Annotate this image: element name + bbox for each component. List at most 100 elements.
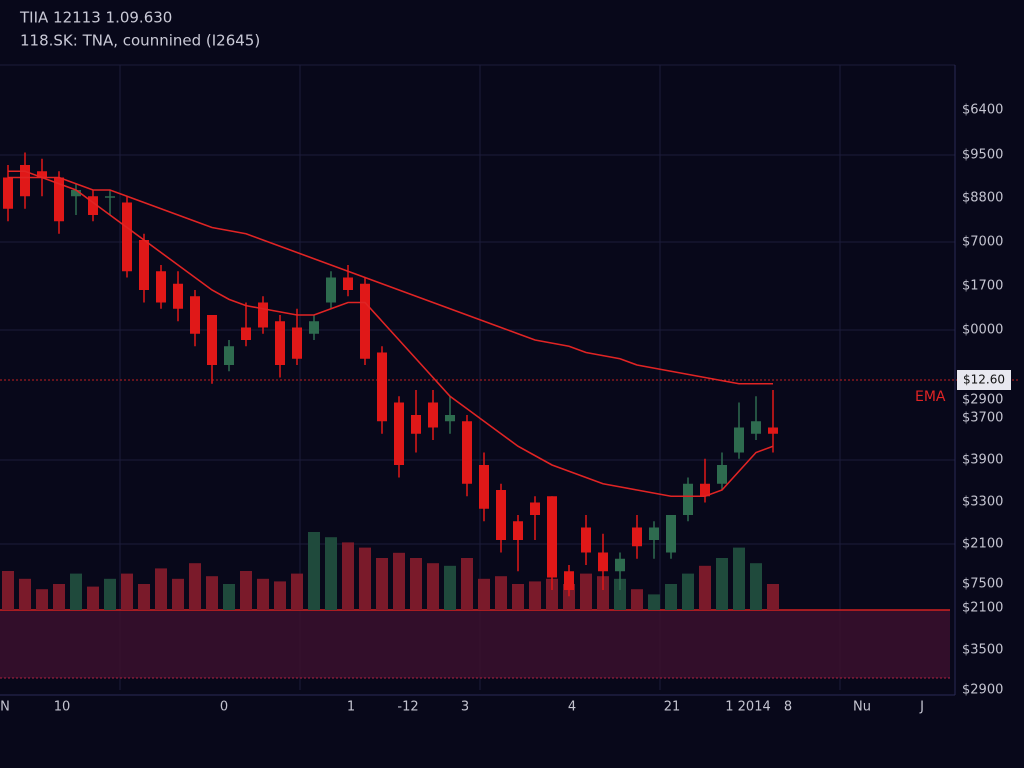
- candle-body: [224, 346, 234, 365]
- candle-body: [411, 415, 421, 434]
- volume-bar: [274, 581, 286, 610]
- volume-bar: [410, 558, 422, 610]
- volume-bar: [342, 542, 354, 610]
- volume-bar: [206, 576, 218, 610]
- candle-body: [309, 321, 319, 334]
- price-axis-label: $7500: [962, 577, 1003, 592]
- volume-bar: [138, 584, 150, 610]
- price-axis-label: $3500: [962, 643, 1003, 658]
- volume-bar: [648, 594, 660, 610]
- volume: [2, 532, 779, 610]
- ema-line: [8, 176, 774, 498]
- volume-bar: [461, 558, 473, 610]
- candle-body: [479, 465, 489, 509]
- volume-bar: [376, 558, 388, 610]
- candle-body: [156, 271, 166, 303]
- candle-body: [292, 327, 302, 359]
- candle-body: [343, 277, 353, 290]
- time-axis-label: 4: [568, 700, 576, 715]
- candle-body: [683, 483, 693, 515]
- candle-body: [632, 527, 642, 547]
- candle-body: [394, 402, 404, 465]
- price-axis-label: $3900: [962, 453, 1003, 468]
- volume-bar: [325, 537, 337, 610]
- indicator-label: EMA: [915, 389, 946, 405]
- time-axis-label: 1: [347, 700, 355, 715]
- volume-bar: [2, 571, 14, 610]
- candle-body: [547, 496, 557, 578]
- candle-body: [207, 315, 217, 365]
- candle-body: [462, 421, 472, 484]
- candle-body: [496, 490, 506, 540]
- ema-line: [8, 170, 773, 385]
- time-axis-label: Nu: [853, 700, 871, 715]
- price-tag: $12.60: [963, 373, 1005, 387]
- candle-body: [190, 296, 200, 334]
- price-axis-label: $1700: [962, 279, 1003, 294]
- volume-bar: [240, 571, 252, 610]
- time-axis-label: 10: [54, 700, 71, 715]
- candle-body: [700, 483, 710, 497]
- candle-body: [258, 302, 268, 328]
- price-axis-label: $3300: [962, 495, 1003, 510]
- volume-bar: [512, 584, 524, 610]
- time-axis-label: J: [919, 700, 924, 715]
- volume-bar: [359, 547, 371, 610]
- title: TIIA 12113 1.09.630: [19, 9, 172, 27]
- candle-body: [54, 177, 64, 222]
- volume-bar: [580, 573, 592, 610]
- volume-bar: [733, 547, 745, 610]
- volume-bar: [614, 578, 626, 610]
- candle-body: [564, 571, 574, 590]
- price-axis-label: $2100: [962, 601, 1003, 616]
- candle-body: [734, 427, 744, 453]
- price-axis-label: $7000: [962, 235, 1003, 250]
- candle-body: [139, 240, 149, 290]
- volume-bar: [121, 573, 133, 610]
- time-axis-label: 8: [784, 700, 792, 715]
- price-axis-label: $6400: [962, 103, 1003, 118]
- candle-body: [666, 515, 676, 553]
- candle-body: [445, 415, 455, 422]
- volume-bar: [716, 558, 728, 610]
- volume-bar: [393, 552, 405, 610]
- subtitle: 118.SK: TNA, counnined (I2645): [20, 32, 260, 50]
- candle-body: [37, 171, 47, 178]
- volume-bar: [529, 581, 541, 610]
- price-tag-box: [957, 370, 1011, 390]
- volume-bar: [308, 532, 320, 610]
- candles: [3, 152, 778, 597]
- volume-bar: [682, 573, 694, 610]
- candle-body: [513, 521, 523, 540]
- volume-bar: [750, 563, 762, 610]
- volume-bar: [563, 584, 575, 610]
- candle-body: [377, 352, 387, 422]
- candle-body: [581, 527, 591, 553]
- price-axis-label: $2900: [962, 393, 1003, 408]
- price-axis-label: $3700: [962, 411, 1003, 426]
- volume-bar: [546, 578, 558, 610]
- candle-body: [649, 527, 659, 540]
- ema-lines: [8, 170, 774, 498]
- candle-body: [768, 427, 778, 434]
- volume-bar: [631, 589, 643, 610]
- volume-bar: [53, 584, 65, 610]
- candle-body: [241, 327, 251, 340]
- price-axis-label: $0000: [962, 323, 1003, 338]
- price-axis-label: $9500: [962, 148, 1003, 163]
- volume-bar: [172, 578, 184, 610]
- candle-body: [360, 283, 370, 359]
- candle-body: [598, 552, 608, 572]
- volume-bar: [155, 568, 167, 610]
- candle-body: [122, 202, 132, 272]
- candle-body: [275, 321, 285, 365]
- volume-bar: [478, 578, 490, 610]
- volume-bar: [699, 565, 711, 610]
- volume-bar: [19, 578, 31, 610]
- candle-body: [530, 502, 540, 515]
- candle-body: [105, 196, 115, 198]
- volume-bar: [257, 578, 269, 610]
- candle-body: [751, 421, 761, 434]
- volume-bar: [427, 563, 439, 610]
